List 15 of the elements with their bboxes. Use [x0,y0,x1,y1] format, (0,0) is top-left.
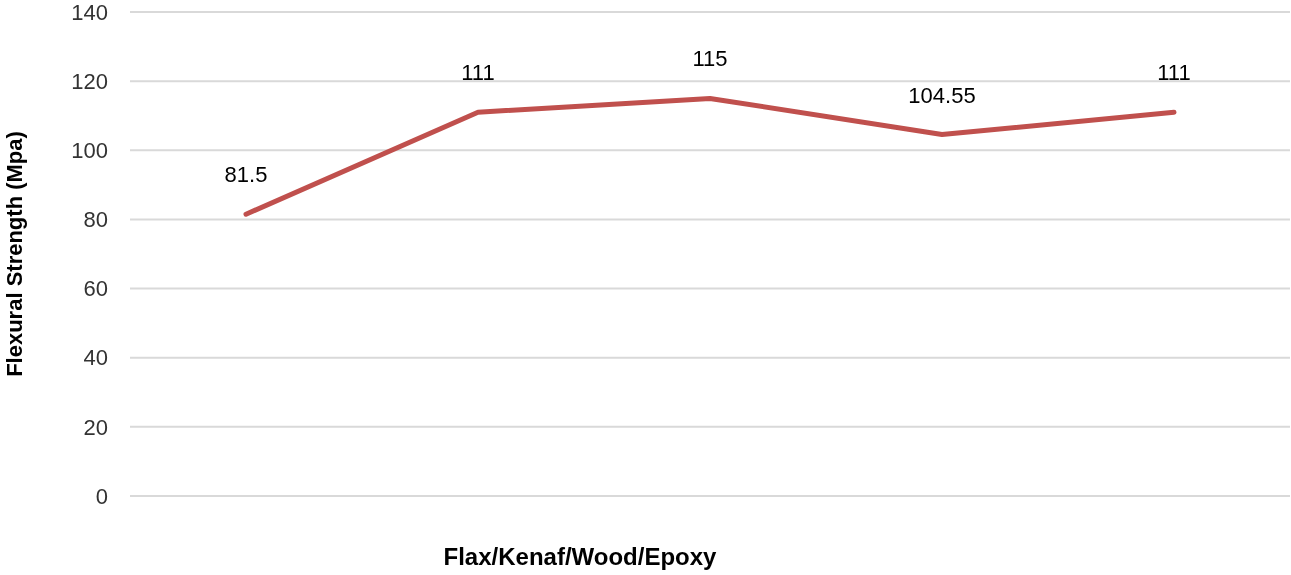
x-axis-title: Flax/Kenaf/Wood/Epoxy [443,543,718,570]
data-label: 81.5 [224,162,268,188]
y-tick-label: 80 [83,207,108,233]
y-tick-label: 120 [71,68,108,94]
y-tick-label: 0 [95,483,108,509]
data-label: 111 [461,60,495,86]
y-tick-label: 140 [71,0,108,25]
y-tick-label: 40 [83,345,108,371]
y-tick-label: 60 [83,276,108,302]
data-label: 104.55 [908,82,976,108]
data-label: 111 [1157,60,1191,86]
y-axis-title: Flexural Strength (Mpa) [2,131,27,377]
y-tick-label: 20 [83,414,108,440]
data-label: 115 [692,46,728,72]
y-tick-label: 100 [71,137,108,163]
